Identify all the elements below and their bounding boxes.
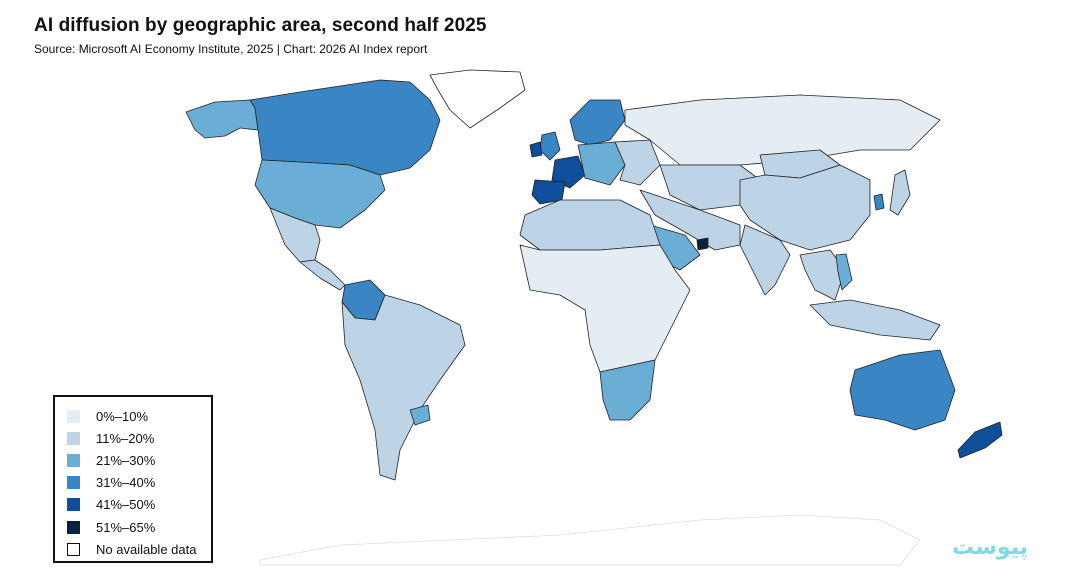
region-south-korea — [873, 193, 885, 211]
legend-item: 0%–10% — [67, 405, 211, 427]
legend-swatch — [67, 498, 80, 512]
legend-swatch — [67, 476, 80, 490]
map-subtitle: Source: Microsoft AI Economy Institute, … — [34, 42, 428, 56]
region-south-america — [341, 294, 466, 481]
region-southern-africa — [599, 359, 656, 421]
region-sub-saharan-africa — [519, 244, 691, 373]
region-usa — [254, 159, 386, 229]
legend: 0%–10% 11%–20% 21%–30% 31%–40% 41%–50% 51%–65… — [53, 395, 213, 563]
region-indonesia — [809, 299, 941, 341]
legend-label: No available data — [96, 541, 197, 557]
legend-swatch — [67, 409, 80, 423]
legend-swatch — [67, 453, 80, 467]
region-vietnam — [835, 253, 853, 291]
region-scandinavia — [569, 99, 626, 146]
region-spain — [531, 179, 566, 205]
legend-label: 21%–30% — [96, 452, 156, 468]
legend-item: 21%–30% — [67, 449, 211, 471]
legend-swatch — [67, 431, 80, 445]
legend-item: 51%–65% — [67, 516, 211, 538]
region-japan — [889, 169, 911, 216]
legend-swatch — [67, 520, 80, 534]
region-middle-east — [639, 189, 741, 251]
legend-item: 11%–20% — [67, 427, 211, 449]
region-russia — [624, 94, 941, 166]
legend-item: 41%–50% — [67, 494, 211, 516]
region-antarctica — [259, 514, 921, 566]
legend-label: 0%–10% — [96, 408, 149, 424]
watermark: پیوست — [952, 534, 1028, 559]
region-uk — [539, 131, 561, 161]
region-australia — [849, 349, 956, 431]
region-southeast-asia — [799, 249, 846, 301]
region-new-zealand — [957, 421, 1003, 459]
region-uae — [696, 237, 709, 251]
region-north-africa — [519, 199, 661, 251]
region-france — [551, 155, 586, 189]
map-title: AI diffusion by geographic area, second … — [34, 15, 487, 36]
legend-label: 41%–50% — [96, 497, 156, 513]
legend-label: 11%–20% — [96, 430, 155, 446]
region-greenland — [429, 69, 526, 129]
region-china — [739, 164, 871, 251]
region-india — [739, 224, 791, 296]
region-alaska — [185, 99, 259, 139]
legend-label: 51%–65% — [96, 519, 156, 535]
region-canada — [249, 79, 441, 176]
region-central-america — [299, 259, 346, 291]
legend-label: 31%–40% — [96, 475, 156, 491]
region-central-europe — [577, 141, 626, 186]
legend-swatch — [67, 542, 80, 556]
region-mexico — [269, 207, 321, 263]
legend-item: 31%–40% — [67, 472, 211, 494]
region-uruguay — [409, 404, 431, 426]
legend-item: No available data — [67, 538, 211, 560]
region-ireland — [529, 141, 543, 158]
